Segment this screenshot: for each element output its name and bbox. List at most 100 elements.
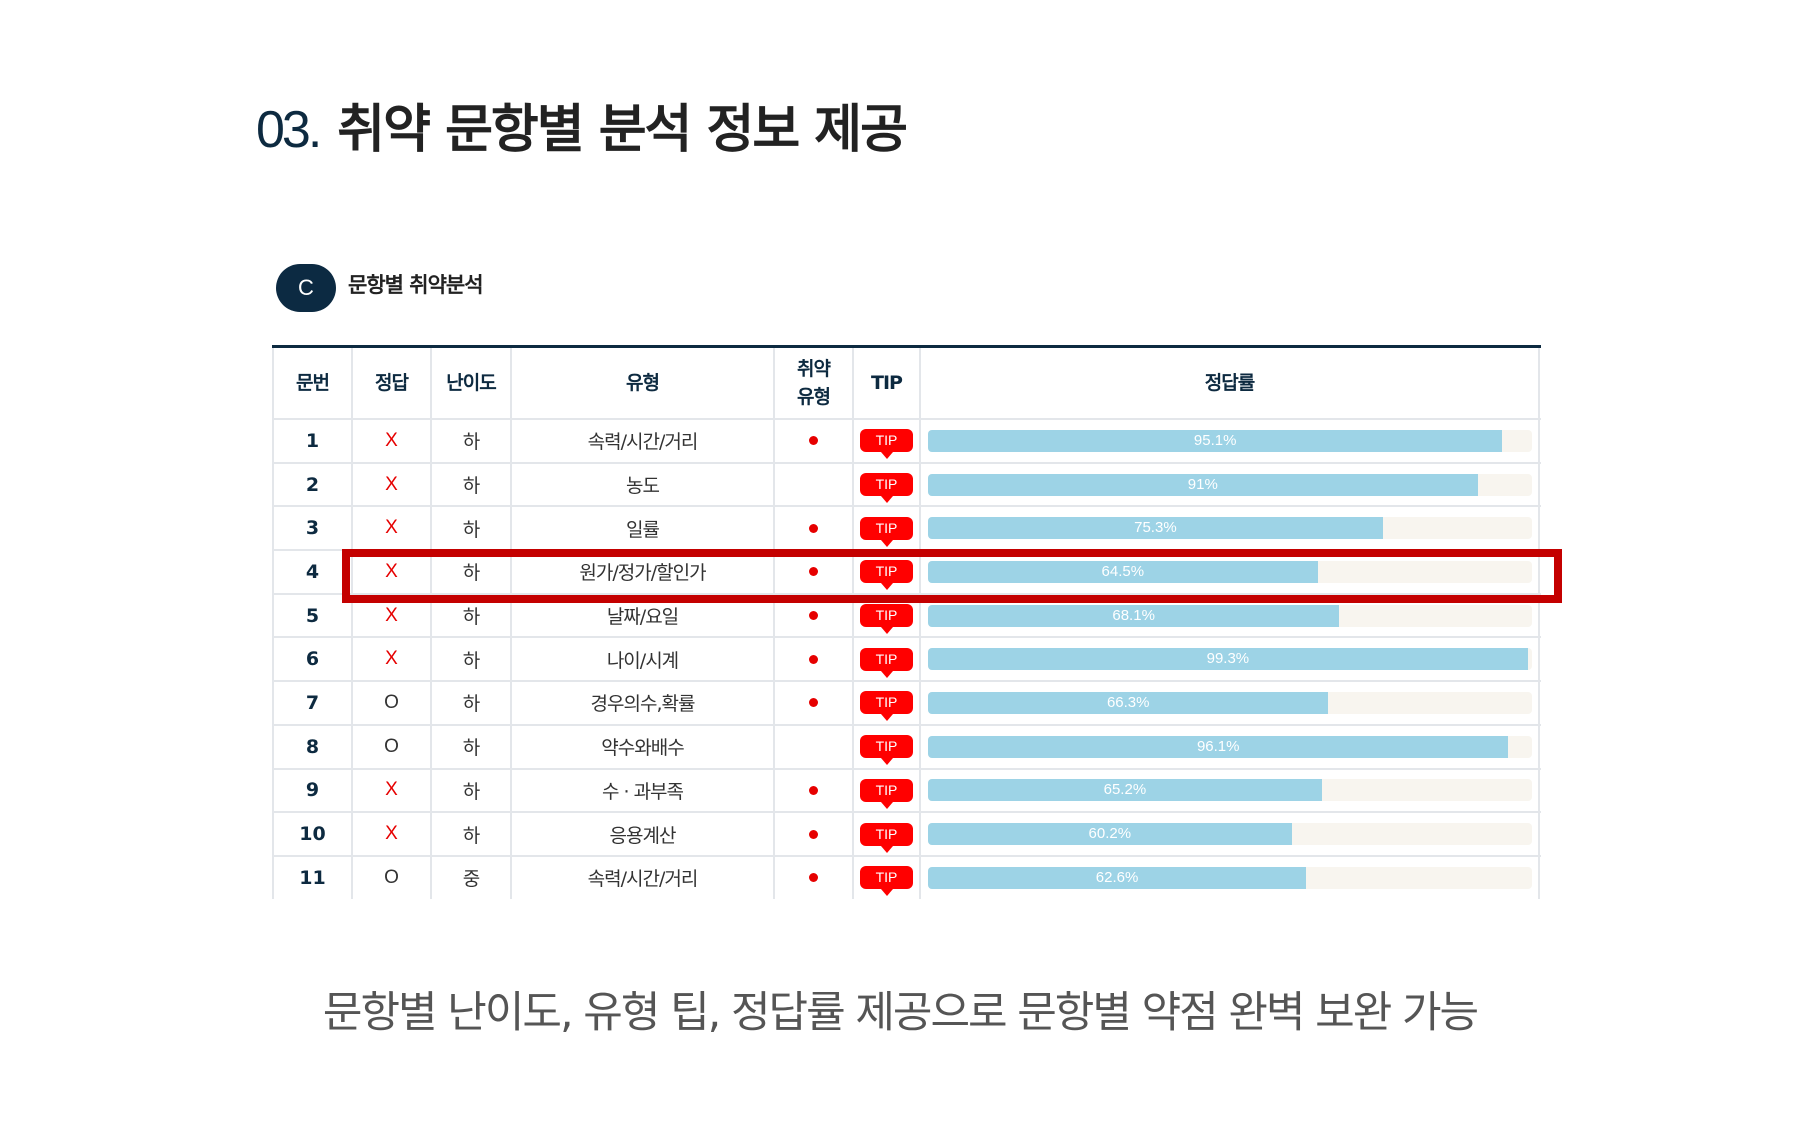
rate-cell: 68.1% — [919, 594, 1540, 637]
question-number: 6 — [272, 638, 351, 681]
weak-type-cell — [773, 551, 852, 593]
tip-cell: TIP — [852, 551, 919, 593]
rate-label: 65.2% — [1103, 781, 1147, 799]
question-type: 일률 — [510, 507, 773, 550]
rate-cell: 75.3% — [919, 507, 1540, 550]
rate-cell: 62.6% — [919, 856, 1540, 899]
rate-bar-fill — [928, 429, 1503, 452]
difficulty: 하 — [430, 769, 510, 812]
tip-button[interactable]: TIP — [860, 604, 913, 635]
page-title: 03. 취약 문항별 분석 정보 제공 — [256, 98, 908, 162]
tip-button[interactable]: TIP — [860, 691, 913, 722]
question-number: 3 — [272, 507, 351, 550]
rate-bar-track: 75.3% — [928, 517, 1532, 540]
table-row: 3 X 하 일률 TIP 75.3% — [272, 507, 1541, 552]
answer-mark: X — [351, 813, 430, 855]
rate-cell: 66.3% — [919, 682, 1540, 724]
rate-label: 66.3% — [1106, 693, 1150, 711]
tip-cell: TIP — [852, 507, 919, 550]
weak-type-cell — [773, 463, 852, 506]
rate-bar-fill — [928, 517, 1383, 540]
question-type: 약수와배수 — [510, 725, 773, 768]
rate-bar-fill — [928, 560, 1318, 583]
question-number: 4 — [272, 551, 351, 593]
section-badge: C — [276, 264, 336, 312]
tip-button[interactable]: TIP — [860, 735, 913, 766]
rate-bar-track: 64.5% — [928, 560, 1532, 583]
weak-dot-icon — [809, 523, 818, 533]
question-number: 11 — [272, 856, 351, 899]
rate-bar-track: 95.1% — [928, 429, 1532, 452]
answer-mark: O — [351, 725, 430, 768]
answer-mark: X — [351, 420, 430, 462]
tip-button[interactable]: TIP — [860, 866, 913, 897]
difficulty: 중 — [430, 856, 510, 899]
question-number: 8 — [272, 725, 351, 768]
weak-dot-icon — [809, 698, 818, 708]
tip-button[interactable]: TIP — [860, 560, 913, 591]
tip-cell: TIP — [852, 594, 919, 637]
tip-cell: TIP — [852, 769, 919, 812]
table-row: 6 X 하 나이/시계 TIP 99.3% — [272, 638, 1541, 683]
rate-cell: 95.1% — [919, 420, 1540, 462]
rate-label: 91% — [1187, 475, 1218, 493]
rate-bar-fill — [928, 604, 1340, 627]
weak-dot-icon — [809, 829, 818, 839]
question-type: 농도 — [510, 463, 773, 506]
col-header-number: 문번 — [272, 348, 351, 418]
difficulty: 하 — [430, 551, 510, 593]
question-number: 2 — [272, 463, 351, 506]
col-header-answer: 정답 — [351, 348, 430, 418]
table-row: 8 O 하 약수와배수 TIP 96.1% — [272, 725, 1541, 770]
rate-bar-track: 62.6% — [928, 866, 1532, 889]
answer-mark: X — [351, 769, 430, 812]
tip-cell: TIP — [852, 420, 919, 462]
rate-label: 96.1% — [1196, 737, 1240, 755]
question-number: 10 — [272, 813, 351, 855]
weak-type-cell — [773, 682, 852, 724]
rate-bar-track: 91% — [928, 473, 1532, 496]
question-type: 응용계산 — [510, 813, 773, 855]
difficulty: 하 — [430, 813, 510, 855]
answer-mark: O — [351, 856, 430, 899]
section-number: 03. — [256, 101, 322, 159]
tip-cell: TIP — [852, 463, 919, 506]
weak-dot-icon — [809, 567, 818, 577]
weak-dot-icon — [809, 654, 818, 664]
tip-button[interactable]: TIP — [860, 778, 913, 809]
difficulty: 하 — [430, 638, 510, 681]
weak-type-cell — [773, 813, 852, 855]
caption: 문항별 난이도, 유형 팁, 정답률 제공으로 문항별 약점 완벽 보완 가능 — [322, 988, 1479, 1038]
tip-button[interactable]: TIP — [860, 429, 913, 460]
tip-button[interactable]: TIP — [860, 516, 913, 547]
rate-bar-track: 68.1% — [928, 604, 1532, 627]
question-type: 원가/정가/할인가 — [510, 551, 773, 593]
answer-mark: X — [351, 507, 430, 550]
rate-label: 64.5% — [1101, 562, 1145, 580]
tip-cell: TIP — [852, 813, 919, 855]
question-type: 날짜/요일 — [510, 594, 773, 637]
table-row: 11 O 중 속력/시간/거리 TIP 62.6% — [272, 856, 1541, 899]
rate-cell: 96.1% — [919, 725, 1540, 768]
rate-bar-track: 65.2% — [928, 779, 1532, 802]
weak-type-cell — [773, 725, 852, 768]
rate-bar-fill — [928, 691, 1329, 714]
question-number: 7 — [272, 682, 351, 724]
tip-button[interactable]: TIP — [860, 822, 913, 853]
rate-cell: 60.2% — [919, 813, 1540, 855]
tip-button[interactable]: TIP — [860, 647, 913, 678]
weak-dot-icon — [809, 785, 818, 795]
tip-button[interactable]: TIP — [860, 473, 913, 504]
answer-mark: X — [351, 638, 430, 681]
table-row: 1 X 하 속력/시간/거리 TIP 95.1% — [272, 420, 1541, 464]
question-type: 속력/시간/거리 — [510, 420, 773, 462]
rate-cell: 91% — [919, 463, 1540, 506]
subsection-title: 문항별 취약분석 — [348, 273, 484, 297]
table-row: 4 X 하 원가/정가/할인가 TIP 64.5% — [272, 551, 1541, 595]
question-type: 경우의수,확률 — [510, 682, 773, 724]
rate-label: 62.6% — [1095, 868, 1139, 886]
table-row: 10 X 하 응용계산 TIP 60.2% — [272, 813, 1541, 857]
difficulty: 하 — [430, 507, 510, 550]
rate-bar-fill — [928, 473, 1478, 496]
